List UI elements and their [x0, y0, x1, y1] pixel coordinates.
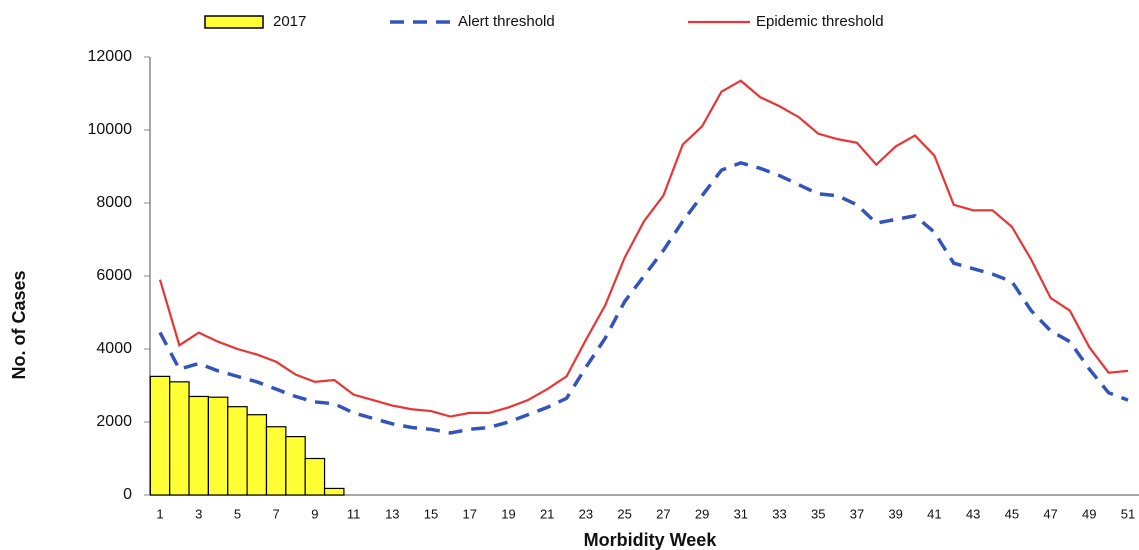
y-tick-label: 6000	[96, 267, 132, 284]
y-tick-label: 0	[123, 486, 132, 503]
legend-label: 2017	[273, 13, 306, 30]
x-axis-title: Morbidity Week	[584, 530, 718, 550]
x-tick-label: 41	[927, 506, 941, 521]
y-tick-label: 4000	[96, 340, 132, 357]
y-tick-label: 2000	[96, 413, 132, 430]
x-tick-label: 27	[656, 506, 670, 521]
x-tick-label: 19	[501, 506, 515, 521]
x-tick-label: 23	[579, 506, 593, 521]
x-tick-label: 15	[424, 506, 438, 521]
x-tick-label: 37	[850, 506, 864, 521]
x-tick-label: 31	[734, 506, 748, 521]
x-tick-label: 33	[772, 506, 786, 521]
bar	[265, 426, 287, 496]
x-tick-label: 39	[888, 506, 902, 521]
x-tick-label: 3	[195, 506, 202, 521]
legend-label: Epidemic threshold	[756, 13, 884, 30]
x-tick-label: 17	[463, 506, 477, 521]
x-tick-label: 45	[1005, 506, 1019, 521]
line	[158, 79, 1129, 418]
bar	[188, 395, 209, 496]
x-tick-label: 49	[1082, 506, 1096, 521]
x-tick-label: 9	[311, 506, 318, 521]
x-tick-label: 1	[156, 506, 163, 521]
x-tick-label: 35	[811, 506, 825, 521]
bar	[285, 436, 306, 496]
legend-label: Alert threshold	[458, 13, 555, 30]
bar	[207, 396, 229, 496]
y-tick-label: 10000	[88, 121, 133, 138]
x-tick-label: 21	[540, 506, 554, 521]
x-tick-label: 43	[966, 506, 980, 521]
bar	[227, 406, 248, 496]
x-tick-label: 7	[273, 506, 280, 521]
x-tick-label: 51	[1121, 506, 1135, 521]
bar	[246, 414, 268, 496]
x-tick-label: 47	[1043, 506, 1057, 521]
x-tick-label: 13	[385, 506, 399, 521]
x-tick-label: 29	[695, 506, 709, 521]
bar	[323, 487, 345, 496]
x-tick-label: 25	[617, 506, 631, 521]
line	[158, 161, 1129, 435]
bar	[169, 381, 190, 496]
y-tick-label: 12000	[88, 48, 133, 65]
x-tick-label: 11	[347, 506, 361, 521]
bar	[304, 457, 326, 496]
legend-swatch	[204, 15, 264, 29]
y-axis-title: No. of Cases	[9, 270, 29, 379]
y-tick-label: 8000	[96, 194, 132, 211]
x-tick-label: 5	[234, 506, 241, 521]
bar	[149, 375, 171, 496]
